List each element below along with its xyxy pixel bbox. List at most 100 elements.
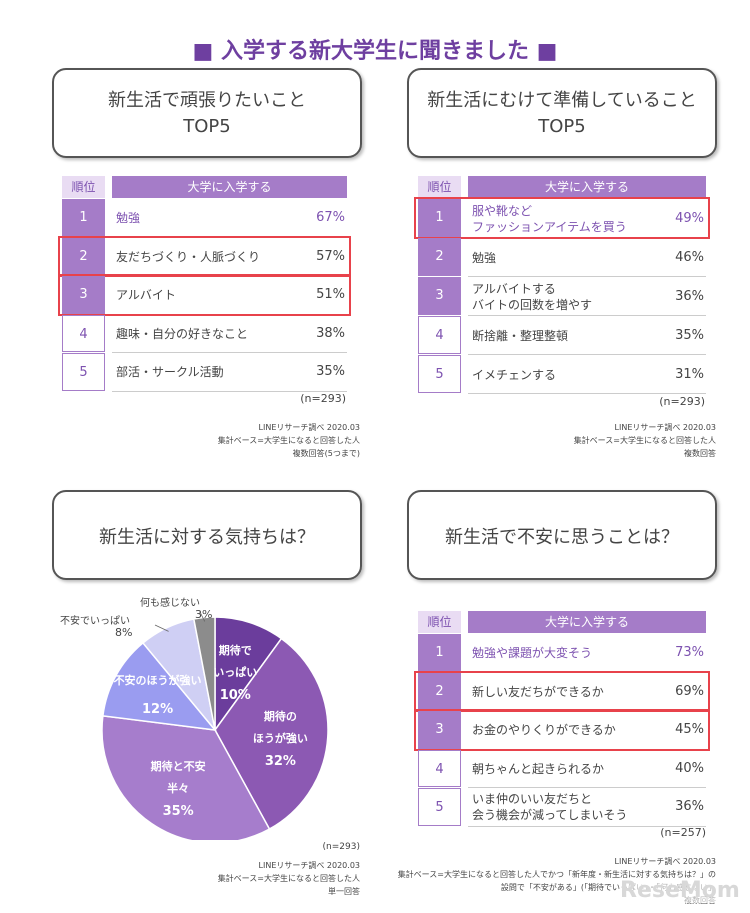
pie-slice bbox=[214, 616, 283, 733]
rank-cell: 4 bbox=[418, 749, 461, 787]
pie-slice bbox=[102, 641, 217, 731]
row-label: 服や靴など ファッションアイテムを買う bbox=[472, 203, 627, 234]
slice-value: 10% bbox=[219, 687, 251, 703]
logo: ReseMom bbox=[620, 878, 740, 903]
rank-cell: 5 bbox=[62, 353, 105, 391]
row-value: 67% bbox=[316, 210, 345, 226]
title-box bbox=[407, 68, 717, 158]
slice-label: 期待の ほうが強い bbox=[252, 710, 308, 746]
note: LINEリサーチ調べ 2020.03 bbox=[614, 423, 716, 432]
column-header: 大学に入学する bbox=[468, 176, 706, 198]
slice-value: 35% bbox=[162, 804, 194, 820]
rank-cell: 3 bbox=[62, 276, 105, 314]
row-label: 断捨離・整理整頓 bbox=[472, 328, 569, 343]
rank-cell: 1 bbox=[62, 199, 105, 237]
highlight-box bbox=[58, 274, 351, 316]
highlight-box bbox=[414, 197, 710, 239]
row-label: 勉強 bbox=[472, 250, 497, 265]
row-value: 36% bbox=[675, 799, 704, 815]
note: 集計ベース=大学生になると回答した人 bbox=[217, 874, 360, 883]
page-title-row: ■ 入学する新大学生に聞きました ■ bbox=[0, 8, 750, 65]
sample-size: (n=293) bbox=[659, 395, 705, 408]
row-value: 38% bbox=[316, 325, 345, 341]
row-divider bbox=[468, 825, 706, 827]
box-title: TOP5 bbox=[183, 116, 231, 137]
slice-value: 32% bbox=[264, 754, 296, 770]
leader-line bbox=[154, 624, 169, 632]
row-value: 73% bbox=[675, 645, 704, 661]
rank-cell: 3 bbox=[418, 711, 461, 749]
rank-cell: 5 bbox=[418, 788, 461, 826]
note: 集計ベース=大学生になると回答した人 bbox=[573, 436, 716, 445]
slice-label: 期待と不安 半々 bbox=[150, 760, 206, 796]
row-label: 部活・サークル活動 bbox=[116, 365, 224, 380]
row-value: 45% bbox=[675, 722, 704, 738]
rank-cell: 2 bbox=[62, 237, 105, 275]
slice-label: 不安でいっぱい bbox=[60, 616, 130, 627]
rank-header: 順位 bbox=[418, 611, 461, 633]
row-divider bbox=[112, 352, 347, 353]
row-divider bbox=[468, 393, 706, 394]
square: ■ bbox=[529, 39, 558, 64]
page-title: 入学する新大学生に聞きました bbox=[220, 39, 529, 64]
sample-size: (n=257) bbox=[660, 826, 706, 839]
rank-cell: 1 bbox=[418, 199, 461, 237]
box-title: 新生活で不安に思うことは？ bbox=[445, 527, 679, 548]
box-title: 新生活にむけて準備していること bbox=[427, 90, 697, 111]
pie-slice bbox=[101, 714, 271, 840]
slice-label: 期待で いっぱい bbox=[213, 643, 258, 679]
note: LINEリサーチ調べ 2020.03 bbox=[614, 857, 716, 866]
rank-cell: 3 bbox=[418, 277, 461, 315]
note: 複数回答(5つまで) bbox=[292, 449, 360, 458]
row-value: 35% bbox=[675, 327, 704, 343]
highlight-box bbox=[414, 670, 710, 712]
row-divider bbox=[468, 315, 706, 316]
row-divider bbox=[468, 354, 706, 355]
note: 集計ベース=大学生になると回答した人でかつ「新年度・新生活に対する気持ちは？」の bbox=[397, 870, 716, 879]
box-title: TOP5 bbox=[538, 116, 586, 137]
row-value: 51% bbox=[316, 287, 345, 303]
title-box bbox=[52, 68, 362, 158]
note: 複数回答 bbox=[684, 449, 716, 458]
row-value: 46% bbox=[675, 249, 704, 265]
row-label: 趣味・自分の好きなこと bbox=[116, 326, 249, 341]
row-label: 勉強 bbox=[116, 211, 141, 226]
sample-size: (n=293) bbox=[300, 392, 346, 405]
column-header: 大学に入学する bbox=[112, 176, 347, 198]
slice-label: 何も感じない bbox=[140, 598, 200, 609]
slice-value: 8% bbox=[115, 626, 133, 639]
row-value: 49% bbox=[675, 210, 704, 226]
row-label: お金のやりくりができるか bbox=[472, 723, 616, 738]
highlight-box bbox=[414, 709, 710, 751]
note: LINEリサーチ調べ 2020.03 bbox=[258, 861, 360, 870]
note: 集計ベース=大学生になると回答した人 bbox=[217, 436, 360, 445]
row-label: いま仲のいい友だちと 会う機会が減ってしまいそう bbox=[472, 792, 628, 823]
row-label: 新しい友だちができるか bbox=[472, 684, 604, 699]
row-label: 朝ちゃんと起きられるか bbox=[472, 761, 605, 776]
row-label: アルバイト bbox=[116, 288, 176, 303]
note: LINEリサーチ調べ 2020.03 bbox=[258, 423, 360, 432]
rank-header: 順位 bbox=[418, 176, 461, 198]
rank-cell: 4 bbox=[62, 314, 105, 352]
note: 単一回答 bbox=[328, 887, 360, 896]
box-title: 新生活に対する気持ちは？ bbox=[99, 527, 315, 548]
row-value: 36% bbox=[675, 288, 704, 304]
note: 設問で「不安がある」(「期待でいっぱい」・「何も感じない」 bbox=[500, 883, 716, 892]
pie-slice bbox=[192, 616, 216, 731]
highlight-box bbox=[58, 235, 351, 277]
row-label: イメチェンする bbox=[472, 367, 557, 382]
row-divider bbox=[468, 276, 706, 277]
column-header: 大学に入学する bbox=[468, 611, 706, 633]
rank-cell: 5 bbox=[418, 355, 461, 393]
rank-cell: 2 bbox=[418, 672, 461, 710]
box-title: 新生活で頑張りたいこと bbox=[108, 90, 306, 111]
row-divider bbox=[112, 390, 347, 392]
slice-value: 12% bbox=[142, 702, 174, 718]
row-value: 31% bbox=[675, 366, 704, 382]
slice-label: 不安のほうが強い bbox=[113, 674, 202, 688]
row-label: アルバイトする バイトの回数を増やす bbox=[472, 281, 593, 312]
row-value: 35% bbox=[316, 364, 345, 380]
row-value: 40% bbox=[675, 760, 704, 776]
rank-header: 順位 bbox=[62, 176, 105, 198]
